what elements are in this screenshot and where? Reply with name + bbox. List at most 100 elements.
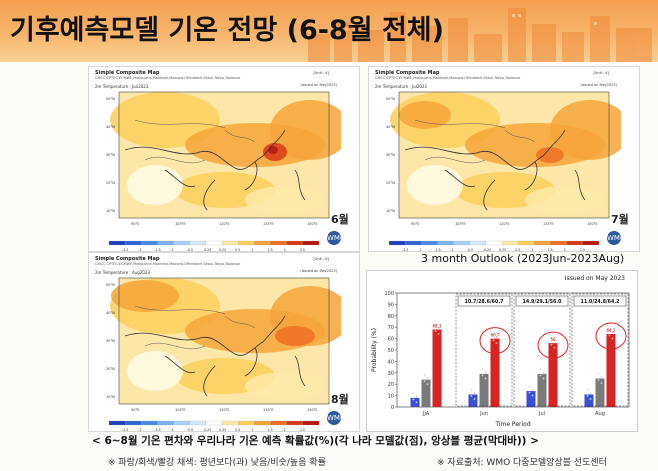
lon-tick-label: 135°E xyxy=(263,222,274,226)
header-banner: 기후예측모델 기온 전망 (6-8월 전체) xyxy=(0,0,658,62)
model-dot xyxy=(426,383,429,386)
probability-bar xyxy=(432,329,442,407)
lat-tick-label: 30°N xyxy=(106,153,115,157)
figure-caption: < 6~8월 기온 편차와 우리나라 기온 예측 확률값(%)(각 나라 모델값… xyxy=(92,435,539,447)
y-tick-label: 30 xyxy=(388,371,394,377)
probability-bar xyxy=(584,394,594,407)
y-tick-label: 80 xyxy=(388,314,394,320)
panel-issued: (issued on May2023) xyxy=(580,83,617,87)
colorbar-swatch xyxy=(189,420,207,426)
y-tick-label: 10 xyxy=(388,394,394,400)
colorbar-swatch xyxy=(286,420,303,426)
colorbar-swatch xyxy=(125,420,142,426)
colorbar-swatch xyxy=(221,240,239,246)
lon-tick-label: 135°E xyxy=(263,408,274,412)
colorbar-label: -2.5 xyxy=(402,248,408,252)
month-label: 7월 xyxy=(611,213,629,226)
colorbar-svg: -2.5 -2 -1.5 -1 -0.5 -0.25 0.25 0.5 1 1.5 2 2.5 xyxy=(108,420,320,432)
colorbar-swatch xyxy=(270,420,287,426)
x-tick-label: JJA xyxy=(422,411,430,417)
probability-summary-box xyxy=(457,295,511,307)
panel-variable: 2m Temperature : Jun2023 xyxy=(95,84,149,89)
y-tick-label: 20 xyxy=(388,382,394,388)
month-label: 6월 xyxy=(331,213,349,226)
lat-tick-label: 10°N xyxy=(106,209,115,213)
x-tick-label: Jul xyxy=(538,411,545,417)
colorbar-swatch xyxy=(238,240,255,246)
model-dot xyxy=(531,388,534,391)
probability-chart: Issued on May 2023 0 10 20 30 40 50 60 70 80 90 100… xyxy=(366,270,638,432)
y-tick-label: 70 xyxy=(388,325,394,331)
colorbar-swatch xyxy=(388,240,406,246)
anomaly-map-svg: 50°N 40°N 30°N 20°N 10°N 90°E 105°E 120°E 135°E 1… xyxy=(106,277,350,412)
model-dot xyxy=(473,392,476,394)
colorbar-swatch xyxy=(286,240,303,246)
lat-tick-label: 40°N xyxy=(106,311,115,315)
lat-tick-label: 30°N xyxy=(106,339,115,343)
probability-bar xyxy=(537,373,547,407)
temperature-anomaly-map: 50°N 40°N 30°N 20°N 10°N 90°E 105°E 120°E 135°E 1… xyxy=(105,90,350,232)
colorbar-swatch xyxy=(302,240,320,246)
colorbar-label: -2.5 xyxy=(122,428,128,432)
anomaly-region xyxy=(399,101,451,129)
panel-variable: 2m Temperature : Aug2023 xyxy=(95,270,150,275)
model-dot xyxy=(492,339,495,341)
anomaly-region xyxy=(127,165,183,205)
colorbar-label: 2 xyxy=(284,248,286,252)
colorbar-label: -1 xyxy=(171,428,174,432)
colorbar-label: 2.5 xyxy=(300,248,305,252)
model-dot xyxy=(437,333,440,335)
lat-tick-label: 50°N xyxy=(106,97,115,101)
colorbar-label: -0.5 xyxy=(187,248,193,252)
anomaly-map-svg: 50°N 40°N 30°N 20°N 10°N 90°E 105°E 120°E 135°E 1… xyxy=(106,91,350,226)
model-dot xyxy=(412,392,415,395)
colorbar-swatch xyxy=(437,240,454,246)
panel-title: Simple Composite Map xyxy=(375,70,440,76)
lon-tick-label: 120°E xyxy=(219,222,230,226)
colorbar-swatch xyxy=(469,240,487,246)
model-dot xyxy=(495,336,498,338)
model-dot xyxy=(415,395,418,398)
colorbar-swatch xyxy=(157,420,174,426)
lat-tick-label: 50°N xyxy=(386,97,395,101)
colorbar-swatch xyxy=(205,240,223,246)
model-dot xyxy=(600,376,603,378)
bar-data-label: 68.3 xyxy=(433,323,442,328)
lat-tick-label: 20°N xyxy=(106,367,115,371)
colorbar-swatch xyxy=(157,240,174,246)
colorbar-swatch xyxy=(550,240,567,246)
coastline xyxy=(124,315,306,397)
lon-tick-label: 105°E xyxy=(455,222,466,226)
anomaly-region xyxy=(245,372,325,400)
model-dot xyxy=(470,389,473,391)
colorbar-label: 1.5 xyxy=(268,428,273,432)
colorbar-label: 2 xyxy=(564,248,566,252)
colorbar-label: 1.5 xyxy=(548,248,553,252)
colorbar-swatch xyxy=(141,420,158,426)
probability-bar xyxy=(421,379,431,407)
colorbar-label: -2 xyxy=(418,248,421,252)
lon-tick-label: 90°E xyxy=(411,222,419,226)
colorbar-label: 0.25 xyxy=(219,428,226,432)
city-skyline-graphic xyxy=(308,8,652,62)
colorbar-swatch xyxy=(205,420,223,426)
colorbar-label: 0.5 xyxy=(235,248,240,252)
colorbar-label: 0.25 xyxy=(499,248,506,252)
colorbar-label: -1 xyxy=(451,248,454,252)
model-dot xyxy=(423,374,426,377)
model-dot xyxy=(611,331,614,334)
colorbar-label: 0.25 xyxy=(219,248,226,252)
anomaly-region xyxy=(536,147,564,163)
panel-title: Simple Composite Map xyxy=(95,70,160,76)
model-dot xyxy=(550,343,553,346)
model-dot xyxy=(473,398,476,400)
colorbar-svg: -2.5 -2 -1.5 -1 -0.5 -0.25 0.25 0.5 1 1.5 2 2.5 xyxy=(388,240,600,252)
color-legend-note: ※ 파랑/회색/빨강 채색: 평년보다(과) 낮음/비슷/높음 확률 xyxy=(108,458,326,468)
map-frame xyxy=(118,91,330,219)
panel-issued: (issued on May2023) xyxy=(300,83,337,87)
x-tick-label: Aug xyxy=(595,411,605,417)
colorbar: -2.5 -2 -1.5 -1 -0.5 -0.25 0.25 0.5 1 1.5 2 2.5 xyxy=(105,417,323,432)
highlight-circle xyxy=(595,322,627,350)
plot-frame xyxy=(396,292,630,408)
highlight-circle xyxy=(479,327,511,355)
